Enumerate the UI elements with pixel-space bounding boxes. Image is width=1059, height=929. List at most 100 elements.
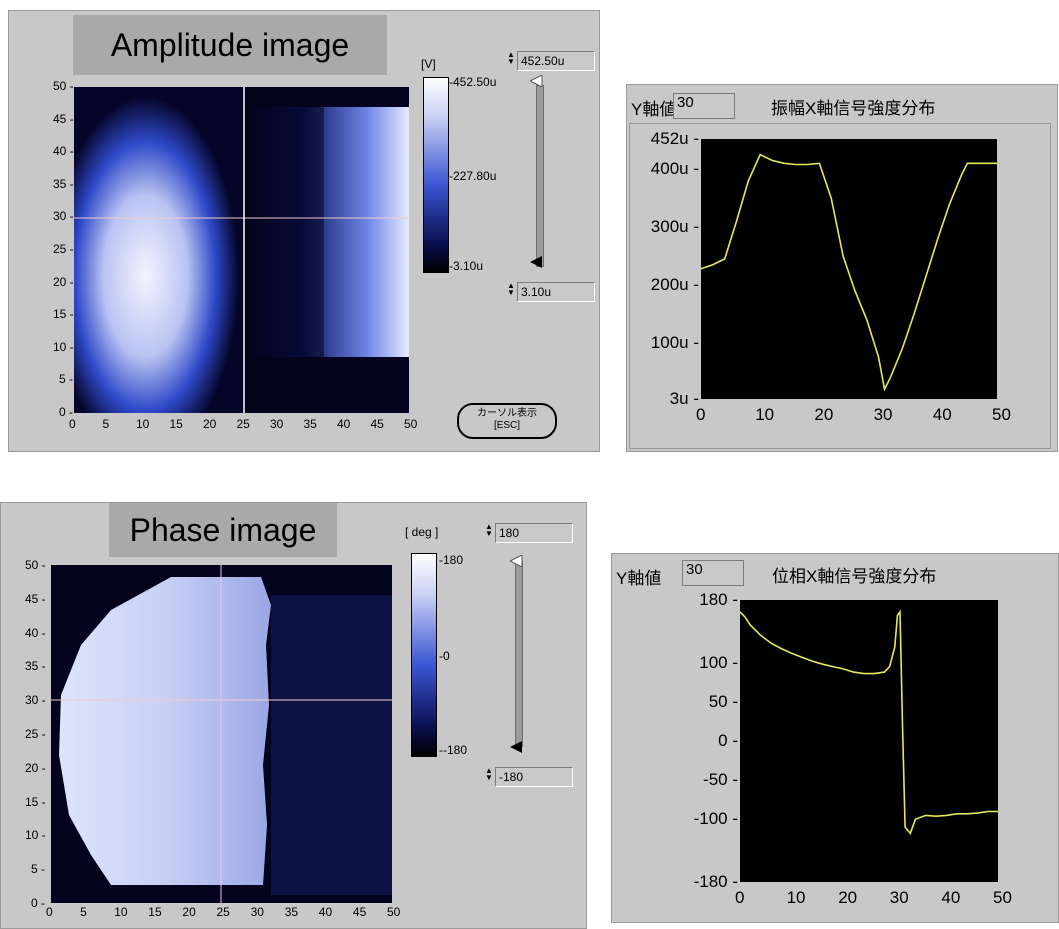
amplitude-panel: Amplitude image 0 5 10 15 20 25 30 35 40 45 50 50 … bbox=[8, 10, 600, 452]
y-tick-label: 3u - bbox=[669, 389, 699, 408]
amp-profile-y-label: Y軸値 bbox=[631, 100, 677, 119]
x-tick-label: 35 bbox=[284, 905, 299, 919]
x-tick-label: 0 bbox=[735, 888, 745, 907]
y-tick-label: 180 - bbox=[699, 590, 738, 609]
x-tick-label: 15 bbox=[169, 417, 183, 431]
x-tick-label: 40 bbox=[941, 888, 961, 907]
x-tick-label: 0 bbox=[696, 405, 706, 424]
amplitude-lower-spinner[interactable]: ▲ ▼ bbox=[507, 281, 515, 297]
y-tick-label: 35 - bbox=[53, 176, 74, 191]
x-tick-label: 0 bbox=[69, 417, 76, 431]
phase-upper-handle[interactable] bbox=[510, 555, 524, 567]
phase-lower-handle[interactable] bbox=[510, 741, 524, 753]
y-tick-label: 10 - bbox=[25, 828, 46, 843]
y-tick-label: 0 - bbox=[31, 896, 46, 910]
x-tick-label: 45 bbox=[370, 417, 384, 431]
x-tick-label: 50 bbox=[404, 417, 418, 431]
y-tick-label: 50 - bbox=[53, 79, 74, 93]
x-tick-label: 30 bbox=[270, 417, 284, 431]
phase-panel: Phase image 0 5 10 15 20 25 30 35 40 45 50 50 - 45 … bbox=[0, 502, 587, 929]
x-tick-label: 50 bbox=[387, 905, 401, 919]
y-tick-label: 30 - bbox=[25, 693, 46, 708]
amplitude-scale-mid: -227.80u bbox=[449, 169, 497, 183]
phase-range-slider[interactable] bbox=[515, 561, 523, 747]
phase-color-scale bbox=[411, 553, 437, 757]
amplitude-unit-label: [V] bbox=[421, 57, 436, 71]
x-tick-label: 20 bbox=[814, 405, 834, 424]
y-tick-label: 0 - bbox=[59, 405, 74, 419]
phase-profile-title: 位相X軸信号強度分布 bbox=[772, 567, 937, 586]
x-tick-label: 20 bbox=[838, 888, 858, 907]
x-tick-label: 30 bbox=[873, 405, 893, 424]
amp-profile-title: 振幅X軸信号強度分布 bbox=[771, 99, 936, 118]
amplitude-lower-input[interactable]: 3.10u bbox=[517, 282, 595, 302]
x-tick-label: 40 bbox=[337, 417, 351, 431]
x-tick-label: 0 bbox=[46, 905, 53, 919]
x-tick-label: 50 bbox=[993, 888, 1012, 907]
phase-profile-plot[interactable] bbox=[739, 600, 998, 882]
x-tick-label: 20 bbox=[182, 905, 196, 919]
x-tick-label: 25 bbox=[216, 905, 230, 919]
phase-heatmap[interactable] bbox=[51, 565, 392, 903]
cursor-button-label: カーソル表示 bbox=[477, 408, 537, 419]
y-tick-label: 40 - bbox=[53, 144, 74, 159]
y-tick-label: -180 - bbox=[693, 872, 738, 891]
x-tick-label: 10 bbox=[136, 417, 150, 431]
y-tick-label: 50 - bbox=[25, 558, 46, 572]
cursor-button-shortcut: [ESC] bbox=[493, 420, 521, 431]
y-tick-label: 10 - bbox=[53, 339, 74, 354]
x-tick-label: 5 bbox=[102, 417, 110, 431]
y-tick-label: 30 - bbox=[53, 209, 74, 224]
phase-scale-min: --180 bbox=[439, 743, 468, 757]
y-tick-label: 100u - bbox=[650, 332, 699, 352]
y-tick-label: 452u - bbox=[650, 129, 699, 148]
x-tick-label: 20 bbox=[203, 417, 217, 431]
y-tick-label: 20 - bbox=[53, 274, 74, 289]
y-tick-label: 200u - bbox=[650, 274, 699, 294]
amp-profile-plot[interactable] bbox=[700, 139, 997, 399]
amplitude-title: Amplitude image bbox=[73, 15, 387, 75]
x-tick-label: 5 bbox=[80, 905, 87, 919]
phase-lower-input[interactable]: -180 bbox=[495, 767, 573, 787]
x-tick-label: 10 bbox=[755, 405, 775, 424]
amplitude-scale-max: -452.50u bbox=[449, 75, 497, 89]
phase-upper-spinner[interactable]: ▲ ▼ bbox=[485, 522, 493, 538]
x-tick-label: 40 bbox=[318, 905, 333, 919]
phase-unit-label: [ deg ] bbox=[405, 525, 439, 539]
y-tick-label: 400u - bbox=[650, 159, 699, 179]
cursor-display-button[interactable]: カーソル表示 [ESC] bbox=[457, 403, 557, 439]
x-tick-label: 15 bbox=[148, 905, 162, 919]
phase-profile-y-input[interactable]: 30 bbox=[682, 560, 744, 586]
x-tick-label: 45 bbox=[352, 905, 367, 919]
amplitude-lower-handle[interactable] bbox=[530, 256, 544, 268]
phase-upper-input[interactable]: 180 bbox=[495, 523, 573, 543]
phase-profile-line bbox=[739, 609, 998, 835]
amplitude-upper-handle[interactable] bbox=[530, 75, 544, 87]
y-tick-label: 5 - bbox=[59, 372, 74, 387]
phase-lower-spinner[interactable]: ▲ ▼ bbox=[485, 766, 493, 782]
amplitude-upper-spinner[interactable]: ▲ ▼ bbox=[507, 50, 515, 66]
x-tick-label: 30 bbox=[250, 905, 264, 919]
y-tick-label: 45 - bbox=[25, 591, 46, 606]
x-tick-label: 30 bbox=[889, 888, 909, 907]
y-tick-label: 20 - bbox=[25, 760, 46, 775]
x-tick-label: 10 bbox=[114, 905, 128, 919]
x-tick-label: 40 bbox=[932, 405, 952, 424]
amplitude-profile-line bbox=[700, 153, 997, 392]
amplitude-range-slider[interactable] bbox=[536, 85, 544, 267]
y-tick-label: 50 - bbox=[708, 691, 738, 711]
y-tick-label: 5 - bbox=[31, 862, 46, 877]
y-tick-label: 0 - bbox=[718, 731, 738, 750]
phase-scale-mid: -0 bbox=[439, 649, 450, 663]
x-tick-label: 10 bbox=[786, 888, 806, 907]
y-tick-label: 300u - bbox=[650, 217, 699, 237]
y-tick-label: 15 - bbox=[53, 307, 74, 322]
x-tick-label: 35 bbox=[303, 417, 317, 431]
amplitude-upper-input[interactable]: 452.50u bbox=[517, 51, 595, 71]
phase-profile-y-label: Y軸値 bbox=[616, 569, 662, 588]
y-tick-label: -50 - bbox=[703, 770, 738, 790]
y-tick-label: 45 - bbox=[53, 111, 74, 126]
amplitude-heatmap[interactable] bbox=[74, 87, 409, 413]
amp-profile-y-input[interactable]: 30 bbox=[673, 93, 735, 119]
amplitude-scale-min: -3.10u bbox=[449, 259, 484, 273]
